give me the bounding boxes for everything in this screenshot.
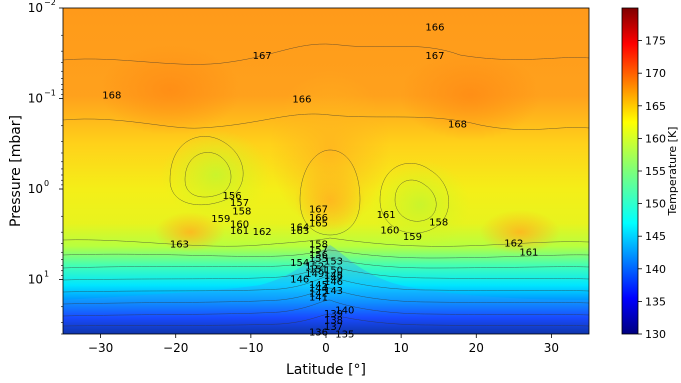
y-tick-label: 10	[28, 273, 43, 287]
y-tick-exponent: 1	[44, 270, 49, 279]
contour-label: 158	[309, 239, 328, 250]
contour-label: 166	[425, 22, 444, 33]
contour-label: 135	[335, 330, 354, 341]
colorbar-tick-label: 155	[645, 165, 666, 178]
contour-label: 162	[253, 227, 272, 238]
colorbar-tick-label: 135	[645, 295, 666, 308]
colorbar-tick-label: 150	[645, 198, 666, 211]
contour-label: 154	[290, 258, 309, 269]
contour-label: 167	[425, 51, 444, 62]
contour-label: 157	[230, 198, 249, 209]
contour-label: 149	[305, 269, 324, 280]
colorbar-tick-label: 160	[645, 132, 666, 145]
x-tick-label: 20	[469, 341, 484, 355]
contour-label: 168	[448, 120, 467, 131]
y-axis-label: Pressure [mbar]	[8, 115, 24, 227]
y-tick-exponent: −2	[44, 0, 56, 7]
contour-label: 161	[230, 226, 249, 237]
y-tick-label: 10	[28, 182, 43, 196]
contour-label: 138	[324, 315, 343, 326]
x-axis-label: Latitude [°]	[286, 362, 366, 378]
contour-label: 141	[309, 293, 328, 304]
contour-label: 162	[504, 239, 523, 250]
y-tick-exponent: −1	[44, 89, 56, 98]
contour-label: 153	[324, 257, 343, 268]
x-tick-label: 30	[544, 341, 559, 355]
contour-label: 151	[309, 265, 328, 276]
contour-label: 152	[305, 261, 324, 272]
colorbar-tick-label: 175	[645, 35, 666, 48]
contour-label: 168	[102, 90, 121, 101]
contour-label: 158	[429, 218, 448, 229]
y-tick-label: 10	[28, 1, 43, 15]
colorbar-tick-label: 165	[645, 100, 666, 113]
contour-label: 161	[519, 247, 538, 258]
contour-lines	[63, 43, 589, 327]
contour-label: 159	[211, 214, 230, 225]
x-tick-label: −30	[88, 341, 113, 355]
x-tick-label: −10	[238, 341, 263, 355]
contour-label: 156	[309, 250, 328, 261]
contour-label: 156	[223, 191, 242, 202]
contour-label: 161	[377, 210, 396, 221]
x-tick-label: 0	[322, 341, 330, 355]
contour-label: 163	[170, 239, 189, 250]
x-axis-ticks: −30 −20 −10 0 10 20 30	[88, 334, 559, 355]
contour-label: 155	[309, 254, 328, 265]
colorbar-tick-label: 140	[645, 263, 666, 276]
colorbar-label: Temperature [K]	[666, 127, 679, 217]
contour-label: 148	[324, 270, 343, 281]
contour-label: 166	[309, 213, 328, 224]
contour-label: 143	[324, 286, 343, 297]
colorbar	[621, 7, 639, 335]
contour-label: 160	[380, 225, 399, 236]
contour-label: 146	[324, 277, 343, 288]
y-tick-exponent: 0	[44, 179, 49, 188]
contour-label: 140	[335, 306, 354, 317]
contour-label: 163	[290, 226, 309, 237]
contour-label: 146	[290, 274, 309, 285]
contour-label: 139	[324, 309, 343, 320]
contour-label: 157	[309, 245, 328, 256]
contour-label: 165	[309, 219, 328, 230]
contour-label: 166	[292, 95, 311, 106]
contour-label: 158	[232, 207, 251, 218]
x-tick-label: 10	[394, 341, 409, 355]
colorbar-tick-label: 130	[645, 328, 666, 341]
contour-label: 160	[230, 219, 249, 230]
contour-label: 137	[324, 322, 343, 333]
contour-label: 167	[309, 205, 328, 216]
y-tick-label: 10	[28, 92, 43, 106]
contour-label: 159	[403, 232, 422, 243]
contour-label: 142	[309, 289, 328, 300]
colorbar-tick-label: 145	[645, 230, 666, 243]
temperature-field	[63, 8, 589, 334]
contour-label: 150	[324, 266, 343, 277]
contour-label: 144	[309, 284, 328, 295]
x-tick-label: −20	[163, 341, 188, 355]
contour-label: 164	[290, 223, 309, 234]
colorbar-ticks: 130 135 140 145 150 155 160 165 170 175	[638, 35, 666, 341]
contour-label: 145	[309, 280, 328, 291]
colorbar-tick-label: 170	[645, 67, 666, 80]
contour-label: 147	[324, 273, 343, 284]
contour-label: 136	[309, 327, 328, 338]
contour-label: 167	[253, 51, 272, 62]
